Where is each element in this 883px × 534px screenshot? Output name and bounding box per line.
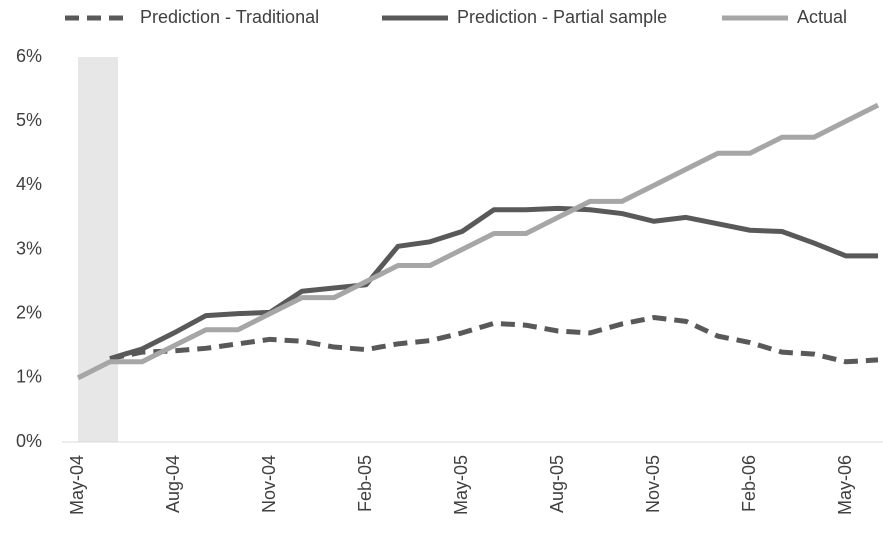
series-line — [76, 102, 880, 381]
x-tick-label: May-05 — [451, 455, 471, 515]
y-tick-label: 5% — [16, 110, 42, 130]
shaded-period — [78, 57, 118, 442]
x-tick-label: Aug-04 — [163, 455, 183, 513]
y-tick-label: 1% — [16, 367, 42, 387]
y-tick-label: 4% — [16, 174, 42, 194]
y-tick-label: 0% — [16, 431, 42, 451]
series-line — [109, 315, 879, 365]
y-tick-label: 3% — [16, 238, 42, 258]
y-tick-label: 2% — [16, 302, 42, 322]
series-line — [109, 205, 878, 361]
x-tick-label: Nov-04 — [259, 455, 279, 513]
x-tick-label: May-04 — [67, 455, 87, 515]
legend-label: Prediction - Partial sample — [457, 7, 667, 27]
legend-label: Prediction - Traditional — [140, 7, 319, 27]
x-tick-label: Nov-05 — [643, 455, 663, 513]
x-tick-label: May-06 — [835, 455, 855, 515]
legend-label: Actual — [797, 7, 847, 27]
x-tick-label: Feb-06 — [739, 455, 759, 512]
x-tick-label: Aug-05 — [547, 455, 567, 513]
x-tick-label: Feb-05 — [355, 455, 375, 512]
y-tick-label: 6% — [16, 46, 42, 66]
